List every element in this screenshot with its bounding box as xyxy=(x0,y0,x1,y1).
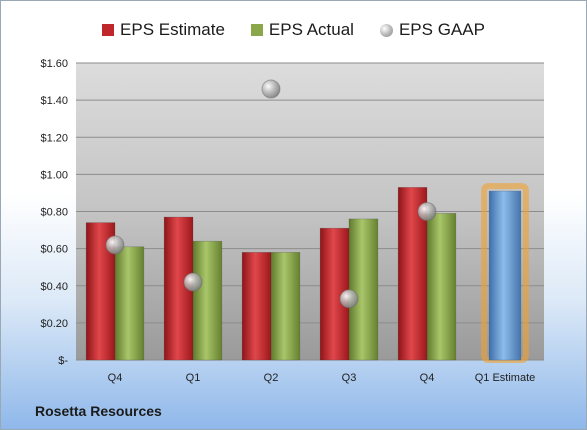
y-tick-label: $1.00 xyxy=(40,169,68,181)
x-tick-label: Q4 xyxy=(420,372,435,384)
marker-eps-gaap xyxy=(261,79,281,99)
x-tick-label: Q1 Estimate xyxy=(475,372,536,384)
marker-eps-gaap xyxy=(339,289,359,309)
bar-eps-actual xyxy=(114,246,145,361)
x-tick-label: Q3 xyxy=(342,372,357,384)
y-tick-label: $- xyxy=(58,355,68,367)
y-tick-label: $1.60 xyxy=(40,58,68,70)
marker-eps-gaap xyxy=(105,235,125,255)
bar-eps-actual xyxy=(270,252,301,361)
x-tick-label: Q1 xyxy=(186,372,201,384)
legend-item-eps-actual: EPS Actual xyxy=(250,20,354,40)
bar-eps-estimate xyxy=(241,252,272,361)
legend-label-eps-gaap: EPS GAAP xyxy=(398,20,485,39)
legend-label-eps-actual: EPS Actual xyxy=(268,20,354,39)
bar-eps-actual xyxy=(348,218,379,361)
bar-eps-actual xyxy=(426,213,457,361)
y-tick-label: $1.20 xyxy=(40,132,68,144)
bar-eps-actual xyxy=(192,240,223,361)
marker-eps-gaap xyxy=(183,272,203,292)
x-tick-label: Q2 xyxy=(264,372,279,384)
legend-swatch-eps-gaap xyxy=(379,23,393,37)
legend-swatch-eps-actual xyxy=(250,24,263,36)
y-tick-label: $0.20 xyxy=(40,318,68,330)
legend-swatch-eps-estimate xyxy=(102,24,115,36)
y-tick-label: $0.60 xyxy=(40,244,68,256)
y-tick-label: $0.80 xyxy=(40,207,68,219)
legend-label-eps-estimate: EPS Estimate xyxy=(120,20,225,39)
legend-item-eps-estimate: EPS Estimate xyxy=(102,20,225,40)
x-tick-label: Q4 xyxy=(108,372,123,384)
legend-item-eps-gaap: EPS GAAP xyxy=(379,20,485,40)
legend: EPS Estimate EPS Actual EPS GAAP xyxy=(1,17,586,43)
marker-eps-gaap xyxy=(417,202,437,221)
y-tick-label: $0.40 xyxy=(40,281,68,293)
company-name: Rosetta Resources xyxy=(35,403,162,419)
y-tick-label: $1.40 xyxy=(40,95,68,107)
bar-q1-estimate xyxy=(488,190,522,361)
